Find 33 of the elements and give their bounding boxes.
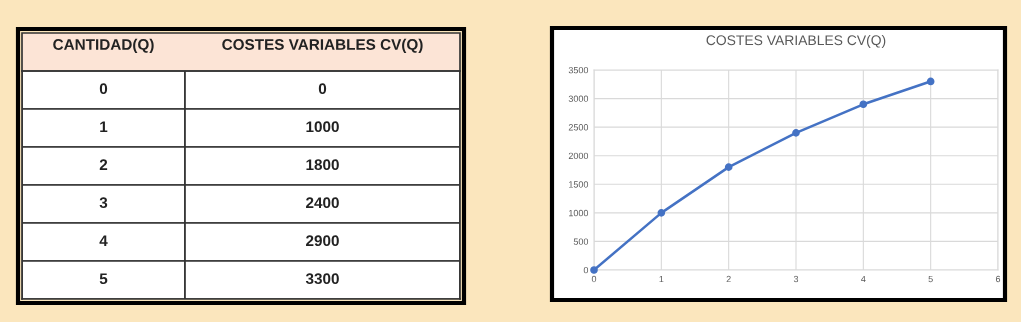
y-tick-label: 1000 (569, 209, 589, 217)
point (657, 209, 666, 217)
x-tick-label: 6 (995, 275, 1001, 283)
y-tick-label: 3000 (568, 95, 589, 102)
x-tick-label: CANTIDAD(Q) (53, 38, 154, 53)
point (724, 163, 733, 171)
y-tick-label: 2500 (568, 124, 589, 131)
point (590, 266, 598, 274)
y-tick-label: 500 (573, 238, 589, 245)
point (926, 77, 935, 86)
data-label: 1800 (306, 159, 339, 171)
data-label: 2900 (306, 235, 339, 247)
data-label: 3300 (305, 273, 339, 285)
x-tick-label: 2 (726, 275, 731, 283)
x-tick-label: 0 (591, 275, 597, 283)
data-label: 1 (100, 121, 108, 132)
data-label: 0 (318, 83, 327, 95)
data-label: 1000 (306, 121, 339, 133)
point (859, 100, 868, 109)
x-tick-label: 5 (928, 275, 933, 283)
data-label: 3 (99, 197, 108, 209)
y-tick-label: 2000 (568, 152, 589, 160)
x-tick-label: 4 (861, 275, 866, 283)
data-label: 2400 (306, 197, 339, 209)
point (792, 129, 800, 137)
y-tick-label: 3500 (568, 66, 589, 74)
data-label: 2 (99, 159, 108, 170)
data-label: 4 (99, 235, 108, 246)
y-tick-label: 0 (583, 266, 589, 274)
x-tick-label: 1 (659, 275, 664, 283)
data-label: 0 (99, 83, 108, 95)
y-tick-label: 1500 (569, 181, 589, 188)
x-tick-label: 3 (793, 275, 799, 283)
